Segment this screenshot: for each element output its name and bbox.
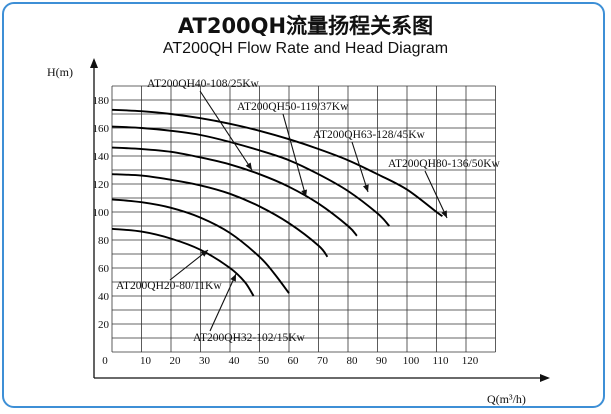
curve-at200qh20-80-11kw (111, 227, 255, 297)
curve-at200qh32-102-15kw (111, 198, 290, 294)
chart-subtitle: AT200QH Flow Rate and Head Diagram (162, 40, 449, 57)
x-tick-label-120: 120 (462, 355, 479, 367)
x-tick-label-40: 40 (229, 355, 241, 367)
x-axis-label: Q(m³/h) (487, 392, 526, 406)
leader-arrowhead (363, 184, 369, 192)
y-axis-label: H(m) (47, 65, 73, 79)
x-tick-label-0: 0 (102, 355, 108, 367)
x-tick-label-60: 60 (288, 355, 300, 367)
leader-line (209, 273, 237, 332)
x-tick-label-90: 90 (376, 355, 388, 367)
curve-label: AT200QH40-108/25Kw (147, 78, 259, 90)
x-axis-arrow (540, 374, 550, 382)
x-tick-label-80: 80 (347, 355, 359, 367)
y-tick-label-160: 160 (93, 123, 110, 135)
curve-label: AT200QH32-102/15Kw (193, 332, 305, 344)
curve-label: AT200QH20-80/11Kw (116, 280, 222, 292)
y-tick-label-20: 20 (98, 319, 110, 331)
curve-at200qh80-136-50kw (111, 108, 443, 217)
leader-line (169, 249, 209, 281)
curve-at200qh40-108-25kw (111, 173, 329, 258)
y-tick-label-40: 40 (98, 291, 110, 303)
curve-at200qh63-128-45kw (111, 125, 391, 227)
leader-line (282, 113, 307, 198)
x-tick-label-100: 100 (403, 355, 420, 367)
leader-arrowhead (301, 189, 308, 197)
y-tick-label-120: 120 (93, 179, 110, 191)
performance-curves (111, 108, 443, 297)
curve-at200qh50-119-37kw (111, 146, 358, 237)
leader-arrowhead (230, 274, 236, 282)
y-tick-label-100: 100 (93, 207, 110, 219)
y-tick-label-60: 60 (98, 263, 110, 275)
y-tick-label-80: 80 (98, 235, 110, 247)
axes (90, 58, 550, 382)
leader-line (199, 90, 253, 171)
leader-arrowhead (200, 250, 208, 257)
leader-arrowhead (441, 210, 447, 218)
curve-labels: AT200QH40-108/25Kw AT200QH50-119/37Kw AT20… (116, 78, 500, 344)
chart-frame (2, 2, 605, 408)
x-tick-label-50: 50 (258, 355, 270, 367)
x-tick-label-10: 10 (140, 355, 152, 367)
curve-label: AT200QH50-119/37Kw (237, 101, 349, 113)
leader-line (351, 141, 369, 193)
curve-label: AT200QH63-128/45Kw (313, 129, 425, 141)
x-tick-label-110: 110 (432, 355, 449, 367)
x-tick-label-20: 20 (170, 355, 182, 367)
x-tick-label-30: 30 (199, 355, 211, 367)
leader-line (424, 170, 448, 219)
tick-labels: 20 40 60 80 100 120 140 160 180 0 10 20 30 40 50 60 70 80… (93, 95, 479, 367)
y-tick-label-140: 140 (93, 151, 110, 163)
y-tick-label-180: 180 (93, 95, 110, 107)
leader-arrowhead (245, 162, 252, 170)
curve-label: AT200QH80-136/50Kw (388, 158, 500, 170)
chart-title: AT200QH流量扬程关系图 (177, 14, 434, 38)
y-axis-arrow (90, 58, 98, 68)
grid (111, 85, 496, 353)
x-tick-label-70: 70 (317, 355, 329, 367)
